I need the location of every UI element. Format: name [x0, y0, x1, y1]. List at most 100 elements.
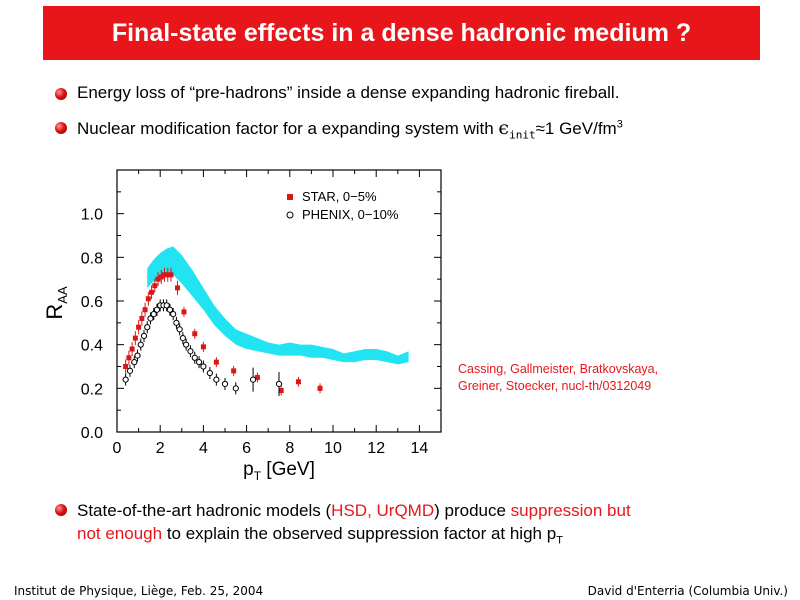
- star-point: [181, 309, 187, 315]
- x-tick-label: 6: [242, 440, 251, 457]
- star-point: [158, 274, 164, 280]
- x-tick-label: 12: [367, 440, 385, 457]
- phenix-point: [170, 311, 177, 318]
- star-point: [132, 335, 138, 341]
- star-point: [126, 355, 132, 361]
- bullet-item-2: Nuclear modification factor for a expand…: [55, 117, 623, 141]
- y-tick-label: 0.6: [81, 294, 103, 311]
- star-point: [213, 359, 219, 365]
- phenix-point: [166, 306, 174, 313]
- epsilon-symbol: ϵ: [498, 117, 510, 139]
- energy-density-value: ≈1 GeV/fm: [535, 119, 617, 138]
- y-tick-label: 1.0: [81, 207, 103, 224]
- bullet-item-1: Energy loss of “pre-hadrons” inside a de…: [55, 83, 619, 103]
- star-point: [192, 331, 198, 337]
- phenix-point: [249, 376, 257, 383]
- x-axis-label: pT [GeV]: [243, 459, 315, 483]
- phenix-point: [144, 324, 151, 331]
- bullet-2-text: Nuclear modification factor for a expand…: [77, 119, 499, 138]
- star-point: [295, 379, 301, 385]
- phenix-point: [232, 385, 239, 392]
- star-point: [317, 385, 323, 391]
- b3-subscript: T: [556, 534, 563, 547]
- phenix-point: [176, 326, 183, 333]
- epsilon-subscript: init: [509, 128, 536, 142]
- phenix-point: [200, 363, 207, 370]
- star-point: [142, 307, 148, 313]
- phenix-point: [150, 311, 157, 318]
- phenix-point: [173, 319, 180, 326]
- citation-line-2: Greiner, Stoecker, nucl-th/0312049: [458, 379, 652, 393]
- phenix-point: [122, 376, 129, 383]
- legend-star-marker: [287, 194, 293, 200]
- b3-suppression-highlight: suppression but: [510, 501, 631, 520]
- star-point: [139, 315, 145, 321]
- citation-line-1: Cassing, Gallmeister, Bratkovskaya,: [458, 362, 659, 376]
- phenix-point: [163, 302, 170, 309]
- star-point: [278, 388, 284, 394]
- star-point: [231, 368, 237, 374]
- star-point: [254, 374, 260, 380]
- phenix-point: [140, 332, 148, 340]
- phenix-point: [131, 359, 138, 366]
- y-tick-label: 0.0: [81, 425, 103, 442]
- b3-not-enough-highlight: not enough: [77, 524, 163, 543]
- bullet-text-1: Energy loss of “pre-hadrons” inside a de…: [77, 83, 620, 102]
- legend-star-label: STAR, 0−5%: [302, 189, 377, 204]
- star-point: [162, 272, 168, 278]
- star-point: [155, 276, 161, 282]
- star-point: [129, 346, 135, 352]
- star-point: [152, 283, 158, 289]
- phenix-point: [134, 352, 141, 359]
- phenix-point: [153, 306, 161, 313]
- phenix-point: [183, 341, 190, 348]
- model-band: [147, 246, 409, 365]
- y-tick-label: 0.8: [81, 250, 103, 267]
- x-tick-label: 10: [324, 440, 342, 457]
- phenix-point: [191, 354, 198, 361]
- star-point: [174, 285, 180, 291]
- b3-text-2: ) produce: [434, 501, 511, 520]
- bullet-icon: [55, 122, 67, 134]
- star-point: [123, 364, 129, 369]
- b3-text-1: State-of-the-art hadronic models (: [77, 501, 332, 520]
- legend-phenix-label: PHENIX, 0−10%: [302, 207, 399, 222]
- footer-left: Institut de Physique, Liège, Feb. 25, 20…: [14, 584, 264, 598]
- footer-right: David d'Enterria (Columbia Univ.): [587, 584, 788, 598]
- title-bar: Final-state effects in a dense hadronic …: [43, 6, 760, 60]
- y-tick-label: 0.4: [81, 338, 103, 355]
- bullet-text-3: State-of-the-art hadronic models (HSD, U…: [77, 499, 757, 552]
- star-point: [165, 272, 171, 278]
- phenix-point: [275, 380, 283, 388]
- model-citation: Cassing, Gallmeister, Bratkovskaya, Grei…: [458, 361, 658, 395]
- bullet-text-2: Nuclear modification factor for a expand…: [77, 117, 623, 141]
- b3-text-3: to explain the observed suppression fact…: [162, 524, 557, 543]
- star-point: [200, 344, 206, 350]
- x-tick-label: 8: [285, 440, 294, 457]
- phenix-point: [147, 315, 154, 322]
- phenix-point: [179, 335, 186, 342]
- star-point: [136, 324, 142, 330]
- phenix-point: [206, 369, 213, 377]
- bullet-icon: [55, 88, 67, 100]
- star-point: [149, 289, 155, 295]
- phenix-point: [213, 376, 220, 383]
- x-tick-label: 0: [113, 440, 122, 457]
- y-axis-label: RAA: [42, 286, 70, 320]
- x-tick-label: 4: [199, 440, 208, 457]
- y-tick-label: 0.2: [81, 381, 103, 398]
- star-point: [145, 296, 151, 302]
- unit-superscript: 3: [616, 118, 623, 131]
- legend-phenix-marker: [286, 211, 294, 219]
- phenix-point: [195, 359, 203, 366]
- x-tick-label: 2: [156, 440, 165, 457]
- phenix-point: [126, 367, 134, 374]
- bullet-icon: [55, 504, 67, 516]
- phenix-point: [137, 341, 144, 348]
- phenix-point: [221, 380, 229, 388]
- phenix-point: [187, 348, 194, 355]
- b3-models-highlight: HSD, UrQMD: [331, 501, 435, 520]
- bullet-item-3: State-of-the-art hadronic models (HSD, U…: [55, 499, 757, 552]
- x-tick-label: 14: [411, 440, 429, 457]
